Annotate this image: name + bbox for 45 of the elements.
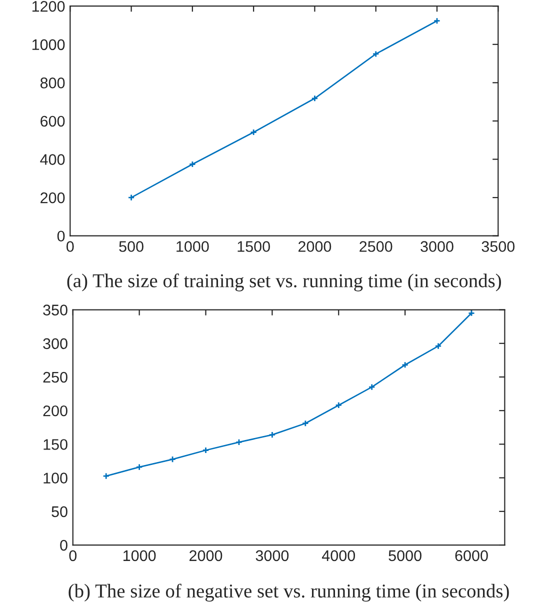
x-tick-label: 4000 [322, 550, 356, 562]
y-tick-label: 1000 [32, 39, 65, 50]
point [136, 464, 143, 471]
y-tick-label: 300 [43, 338, 68, 350]
point [402, 361, 409, 368]
point [368, 384, 376, 391]
point [335, 402, 342, 409]
point [302, 420, 309, 427]
x-tick-label: 3000 [256, 550, 289, 562]
y-tick-label: 0 [60, 540, 68, 551]
point [202, 446, 210, 454]
point [250, 128, 258, 136]
y-tick-label: 0 [57, 230, 65, 242]
x-tick-label: 1500 [238, 241, 270, 252]
text: (b) The size of negative set vs. running time (in seconds) [68, 584, 509, 602]
text: (a) The size of training set vs. running time (in seconds) [67, 273, 501, 292]
y-tick-label: 350 [43, 304, 68, 316]
y-tick-label: 1200 [32, 0, 65, 12]
y-tick-label: 800 [40, 78, 65, 88]
x-tick-label: 3500 [482, 241, 515, 252]
x-tick-label: 3000 [420, 241, 454, 252]
y-tick-label: 200 [43, 405, 68, 416]
x-tick-label: 2500 [360, 241, 392, 252]
point [169, 456, 176, 463]
x-tick-label: 500 [119, 241, 144, 252]
x-tick-label: 0 [69, 550, 77, 562]
x-tick-label: 1000 [176, 241, 209, 252]
y-tick-label: 50 [52, 506, 68, 518]
point [188, 160, 196, 168]
point [268, 431, 276, 438]
point [434, 342, 442, 350]
point [311, 94, 318, 102]
y-tick-label: 100 [44, 472, 68, 484]
y-tick-label: 150 [44, 439, 68, 450]
x-tick-label: 2000 [190, 550, 222, 562]
x-tick-label: 6000 [455, 550, 488, 562]
point [372, 50, 380, 58]
y-tick-label: 250 [43, 372, 68, 383]
x-tick-label: 2000 [298, 241, 332, 252]
y-tick-label: 600 [40, 116, 65, 127]
y-tick-label: 200 [40, 192, 65, 204]
y-tick-label: 400 [40, 154, 65, 165]
point [236, 438, 242, 446]
x-tick-label: 1000 [123, 550, 156, 562]
x-tick-label: 5000 [388, 550, 422, 562]
